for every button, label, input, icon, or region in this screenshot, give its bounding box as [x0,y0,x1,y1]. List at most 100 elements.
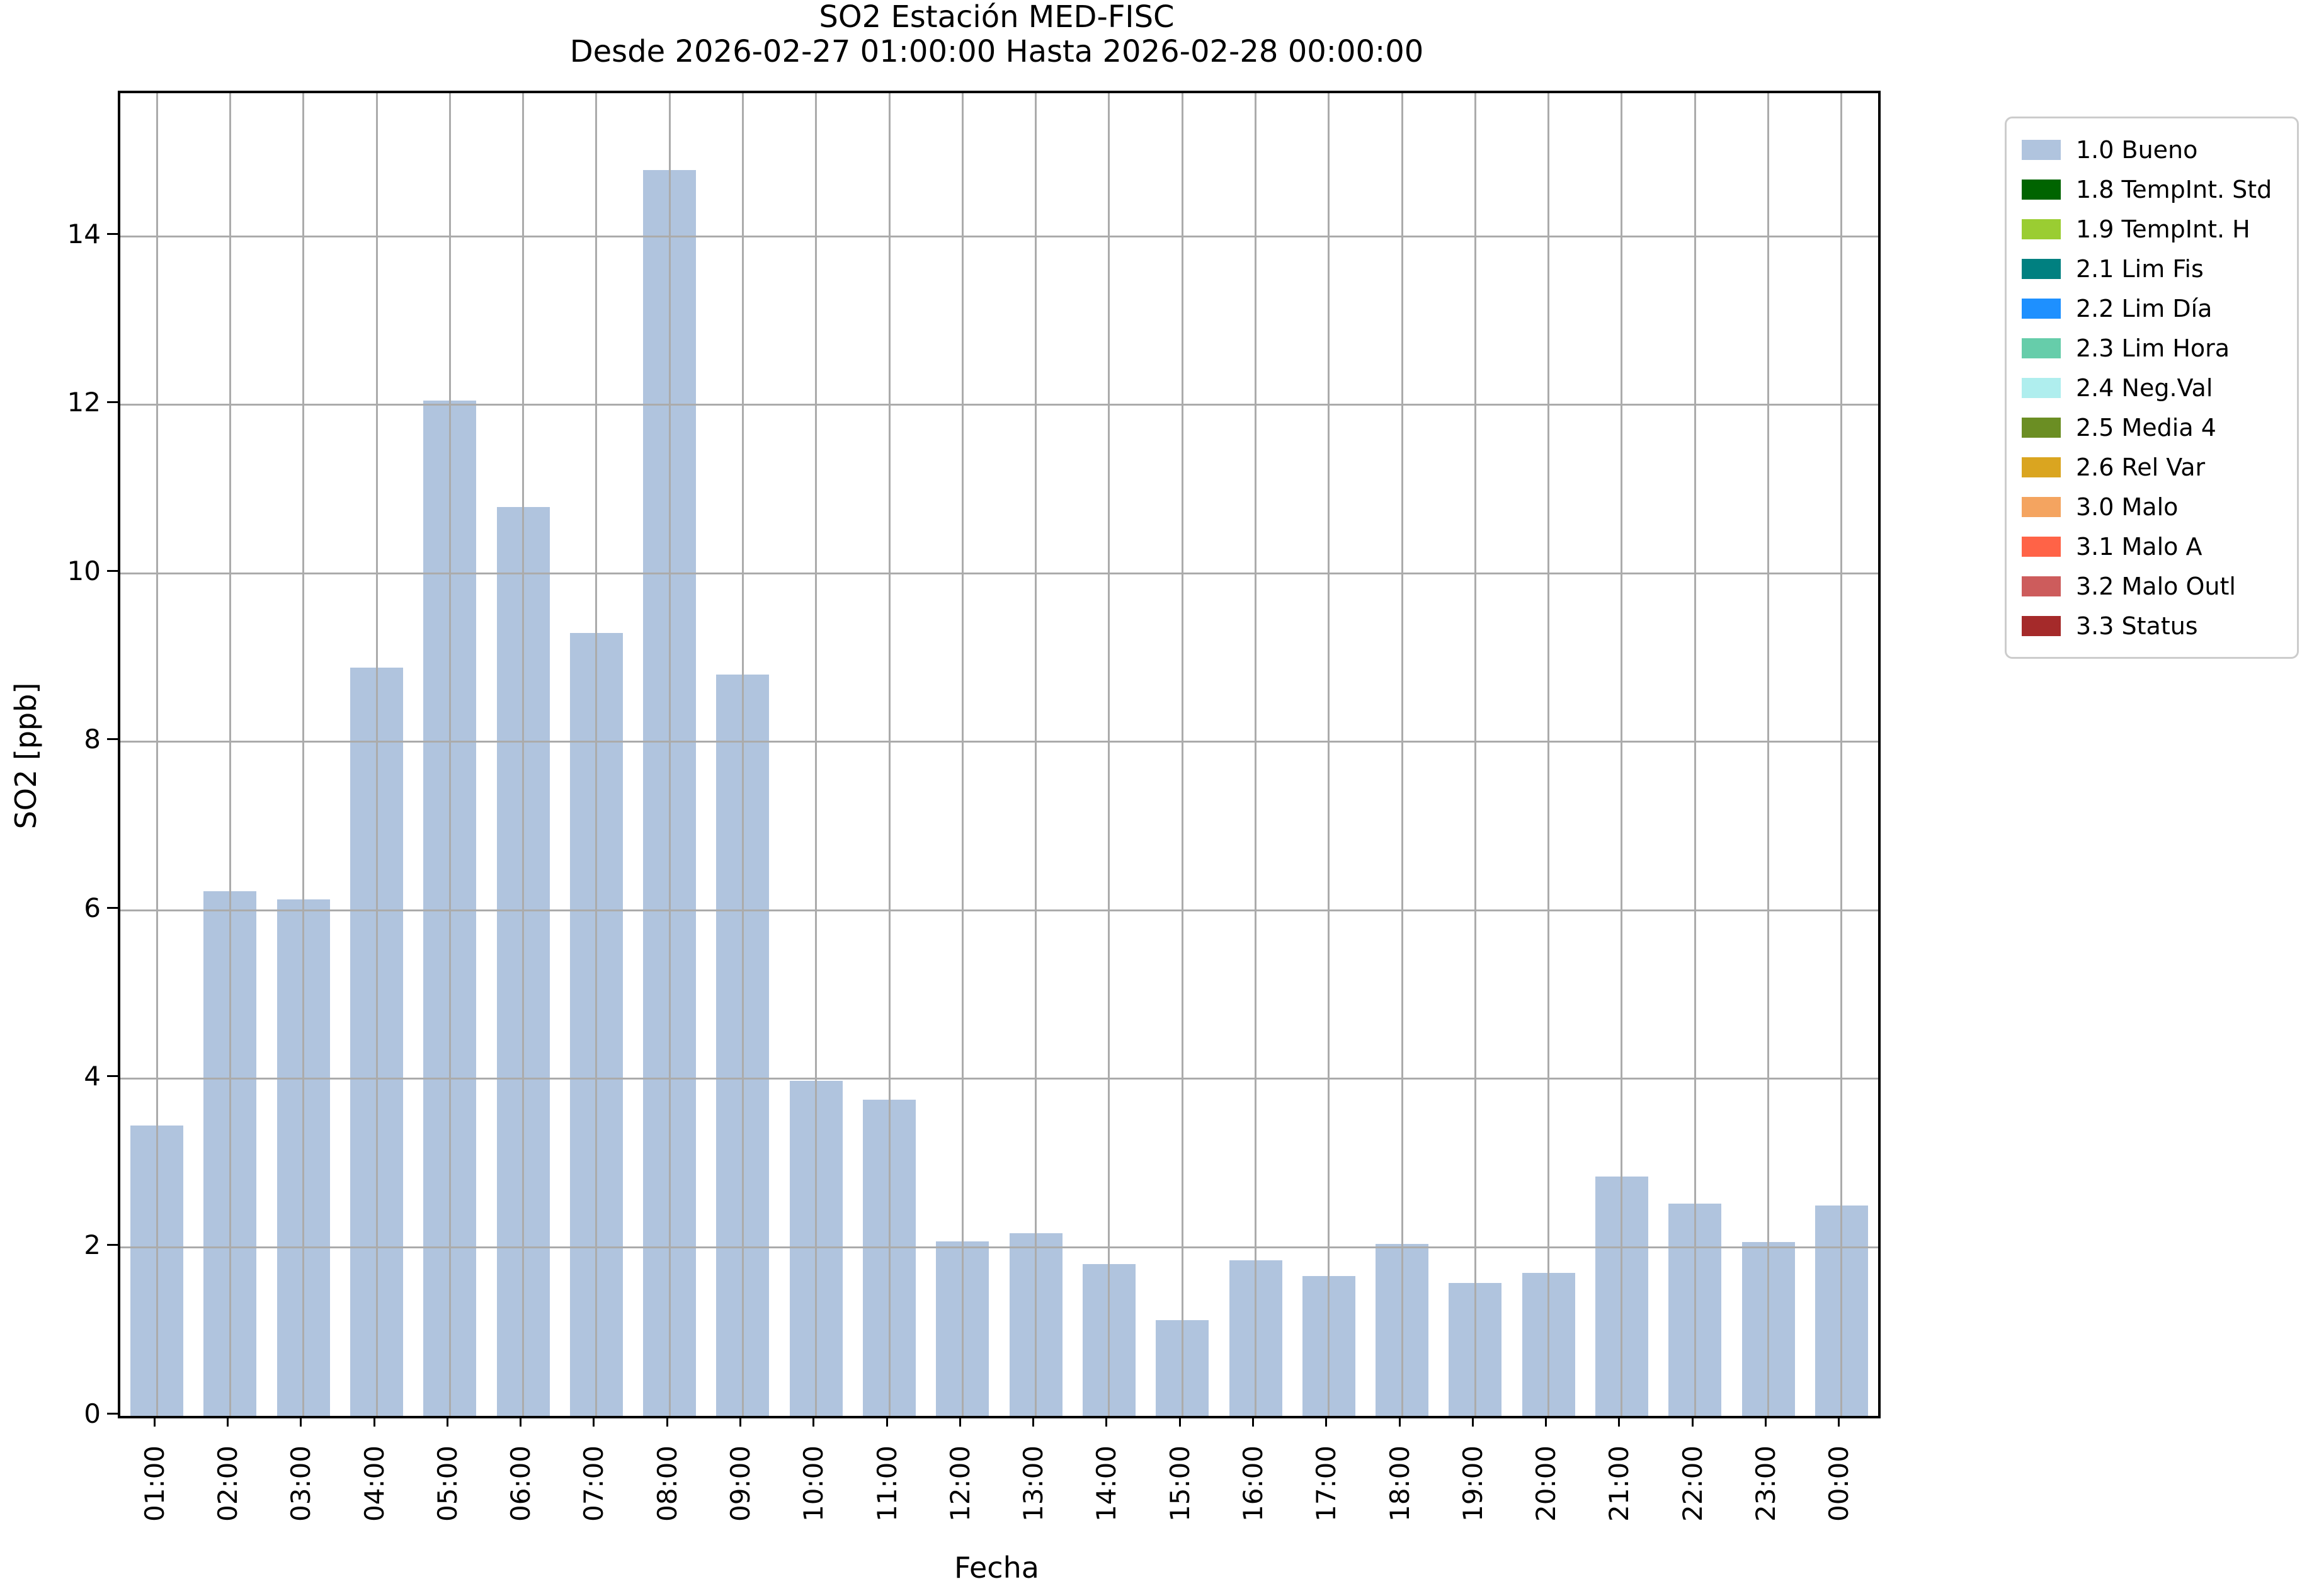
gridline-v [1694,93,1696,1416]
chart-subtitle: Desde 2026-02-27 01:00:00 Hasta 2026-02-… [569,34,1424,70]
gridline-h [120,404,1878,406]
legend-item: 1.8 TempInt. Std [2007,169,2297,209]
legend-label: 3.0 Malo [2076,493,2179,521]
x-tick-mark [1691,1416,1694,1427]
legend-swatch [2022,615,2061,636]
x-tick-label: 00:00 [1823,1445,1855,1522]
legend-swatch [2022,576,2061,596]
y-tick-mark [107,738,118,741]
gridline-v [1547,93,1550,1416]
x-tick-mark [812,1416,815,1427]
x-tick-mark [1178,1416,1181,1427]
gridline-v [1108,93,1110,1416]
x-tick-mark [666,1416,668,1427]
gridline-h [120,1078,1878,1080]
x-tick-label: 04:00 [358,1445,390,1522]
y-tick-mark [107,906,118,909]
y-tick-mark [107,1412,118,1415]
y-axis-label: SO2 [ppb] [9,682,43,829]
x-tick-mark [300,1416,302,1427]
x-tick-mark [1618,1416,1621,1427]
legend-label: 3.2 Malo Outl [2076,572,2236,600]
x-tick-label: 09:00 [724,1445,756,1522]
x-tick-mark [373,1416,375,1427]
gridline-h [120,235,1878,237]
y-tick-mark [107,401,118,404]
gridline-v [668,93,671,1416]
gridline-h [120,909,1878,911]
x-tick-label: 22:00 [1677,1445,1708,1522]
gridline-h [120,741,1878,743]
x-tick-mark [1325,1416,1328,1427]
y-tick-mark [107,569,118,572]
y-tick-label: 6 [84,892,101,923]
legend-swatch [2022,457,2061,477]
gridline-h [120,572,1878,574]
legend-label: 2.6 Rel Var [2076,453,2206,481]
x-tick-mark [1252,1416,1255,1427]
y-tick-label: 4 [84,1061,101,1092]
legend-label: 3.3 Status [2076,612,2198,640]
gridline-v [1767,93,1770,1416]
x-tick-label: 21:00 [1604,1445,1635,1522]
x-tick-label: 10:00 [798,1445,829,1522]
gridline-v [815,93,818,1416]
gridline-h [120,1246,1878,1248]
gridline-v [1621,93,1623,1416]
gridline-v [741,93,744,1416]
plot-area [118,91,1881,1418]
x-tick-label: 20:00 [1530,1445,1562,1522]
x-tick-mark [1398,1416,1401,1427]
y-tick-mark [107,232,118,235]
legend-item: 2.4 Neg.Val [2007,368,2297,408]
y-tick-label: 0 [84,1398,101,1429]
x-tick-label: 14:00 [1091,1445,1122,1522]
gridline-v [302,93,305,1416]
x-tick-mark [226,1416,229,1427]
legend-label: 3.1 Malo A [2076,532,2202,561]
x-tick-mark [1765,1416,1767,1427]
gridline-v [375,93,378,1416]
x-tick-label: 01:00 [139,1445,170,1522]
legend-swatch [2022,258,2061,279]
gridline-v [1255,93,1257,1416]
y-tick-label: 8 [84,724,101,755]
legend-item: 3.0 Malo [2007,487,2297,527]
x-tick-label: 18:00 [1384,1445,1415,1522]
chart-title: SO2 Estación MED-FISC [819,0,1175,35]
gridline-v [156,93,158,1416]
x-tick-mark [1032,1416,1035,1427]
legend-swatch [2022,496,2061,517]
x-tick-label: 16:00 [1238,1445,1269,1522]
legend-swatch [2022,298,2061,319]
x-tick-label: 12:00 [944,1445,976,1522]
gridline-v [961,93,964,1416]
legend-label: 2.3 Lim Hora [2076,334,2230,362]
x-tick-label: 11:00 [871,1445,903,1522]
legend-label: 1.0 Bueno [2076,135,2198,164]
legend-label: 2.5 Media 4 [2076,413,2216,442]
legend-swatch [2022,338,2061,358]
x-tick-mark [886,1416,888,1427]
legend-item: 2.2 Lim Día [2007,288,2297,328]
legend-label: 2.1 Lim Fis [2076,254,2204,283]
y-tick-label: 14 [67,218,101,249]
x-tick-label: 15:00 [1164,1445,1195,1522]
legend-label: 2.4 Neg.Val [2076,373,2213,402]
legend-swatch [2022,219,2061,239]
x-tick-mark [739,1416,741,1427]
legend-item: 2.3 Lim Hora [2007,328,2297,368]
legend-swatch [2022,417,2061,438]
legend-item: 3.2 Malo Outl [2007,566,2297,606]
legend-item: 1.9 TempInt. H [2007,209,2297,249]
x-tick-mark [153,1416,156,1427]
x-tick-mark [1105,1416,1108,1427]
x-tick-label: 07:00 [578,1445,610,1522]
x-tick-mark [1545,1416,1547,1427]
legend-swatch [2022,139,2061,160]
x-tick-label: 13:00 [1018,1445,1049,1522]
y-tick-label: 10 [67,555,101,586]
x-tick-label: 05:00 [431,1445,463,1522]
x-tick-label: 06:00 [505,1445,537,1522]
gridline-v [1181,93,1183,1416]
